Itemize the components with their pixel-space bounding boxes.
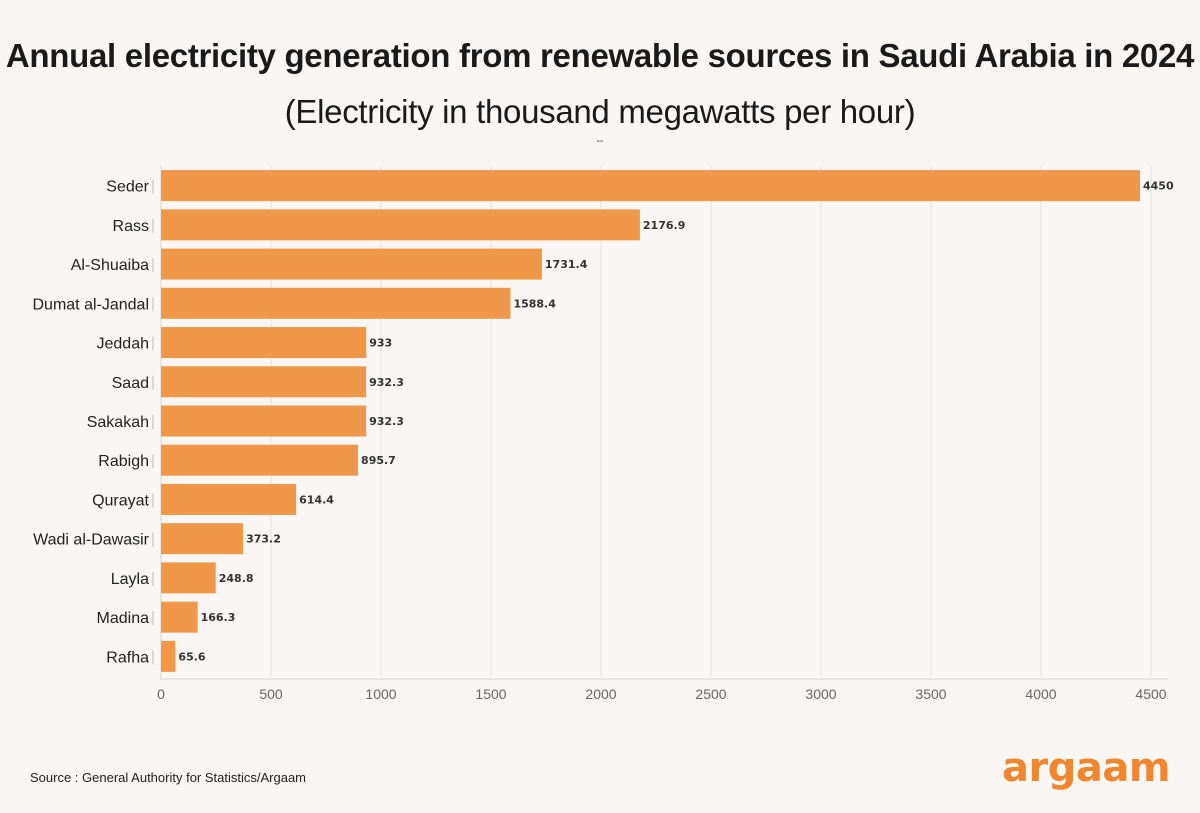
chart-subtitle: (Electricity in thousand megawatts per h… [284, 93, 916, 130]
value-label: 65.6 [178, 650, 205, 663]
value-label: 895.7 [361, 454, 396, 467]
category-label: Dumat al-Jandal [33, 296, 150, 313]
x-tick-label: 2500 [695, 686, 726, 702]
source-note: Source : General Authority for Statistic… [30, 770, 307, 785]
x-tick-label: 1500 [475, 686, 506, 702]
bar [161, 405, 367, 437]
bar [161, 601, 198, 633]
category-label: Rafha [106, 649, 149, 666]
value-label: 4450 [1143, 180, 1174, 193]
bar [161, 327, 367, 359]
bar [161, 248, 542, 280]
x-tick-label: 1000 [365, 686, 396, 702]
category-label: Qurayat [92, 492, 149, 509]
x-tick-label: 4000 [1025, 686, 1056, 702]
x-tick-label: 4500 [1135, 686, 1166, 702]
x-tick-label: 3000 [805, 686, 836, 702]
value-label: 933 [369, 337, 392, 350]
bar [161, 483, 297, 515]
bar [161, 170, 1140, 202]
category-label: Saad [112, 375, 149, 392]
bar [161, 640, 176, 672]
dash-mark: -- [596, 136, 604, 147]
category-label: Wadi al-Dawasir [33, 532, 150, 549]
category-label: Rabigh [98, 453, 149, 470]
value-label: 166.3 [201, 611, 236, 624]
category-label: Sakakah [87, 414, 149, 431]
category-label: Al-Shuaiba [71, 257, 149, 274]
argaam-logo: argaam [1001, 745, 1171, 791]
bar [161, 523, 244, 555]
value-label: 248.8 [219, 572, 254, 585]
chart-title-main: Annual electricity generation from renew… [5, 37, 1195, 74]
value-label: 1731.4 [545, 258, 588, 271]
value-label: 2176.9 [643, 219, 685, 232]
x-tick-label: 2000 [585, 686, 616, 702]
category-label: Jeddah [97, 336, 150, 353]
x-tick-label: 500 [259, 686, 283, 702]
chart-title: Annual electricity generation from renew… [0, 28, 1200, 140]
bar [161, 209, 640, 241]
category-label: Madina [97, 610, 150, 627]
x-tick-label: 3500 [915, 686, 946, 702]
category-label: Rass [113, 218, 149, 235]
category-label: Seder [106, 179, 149, 196]
bar [161, 366, 367, 398]
x-tick-label: 0 [157, 686, 165, 702]
bar [161, 444, 359, 476]
bar [161, 562, 216, 594]
value-label: 373.2 [246, 533, 281, 546]
value-label: 1588.4 [513, 297, 556, 310]
value-label: 932.3 [369, 415, 404, 428]
value-label: 614.4 [299, 493, 334, 506]
category-label: Layla [111, 571, 149, 588]
bar [161, 287, 511, 319]
value-label: 932.3 [369, 376, 404, 389]
